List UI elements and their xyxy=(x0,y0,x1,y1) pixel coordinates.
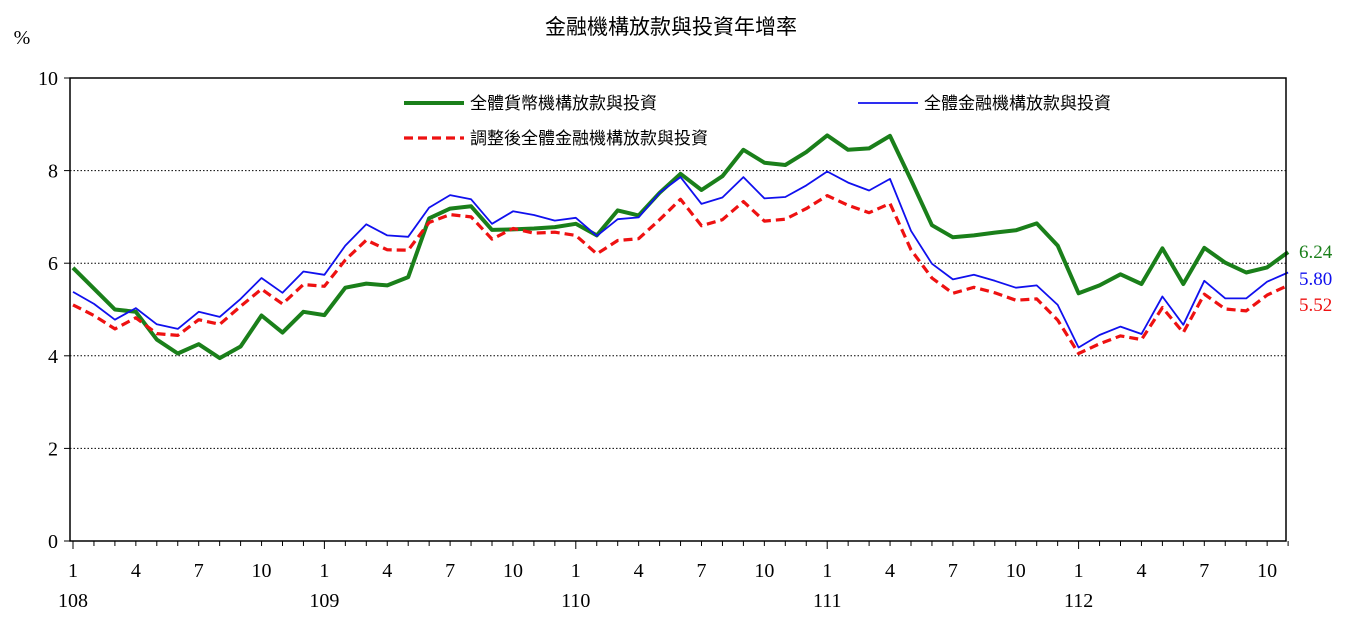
series-line-2 xyxy=(72,170,1289,349)
x-tick-label: 4 xyxy=(1136,560,1146,582)
series-line-1 xyxy=(71,133,1290,361)
x-tick-label: 1 xyxy=(1074,560,1084,582)
x-tick-label: 10 xyxy=(503,560,523,582)
x-year-label: 112 xyxy=(1064,590,1093,612)
x-tick-label: 4 xyxy=(885,560,895,582)
legend-label: 調整後全體金融機構放款與投資 xyxy=(470,129,708,148)
legend-label: 全體金融機構放款與投資 xyxy=(924,94,1111,113)
x-tick-label: 4 xyxy=(131,560,141,582)
x-tick-label: 4 xyxy=(382,560,392,582)
series-layer xyxy=(71,133,1290,361)
x-tick-label: 1 xyxy=(822,560,832,582)
y-tick-label: 4 xyxy=(48,346,58,368)
plot-area xyxy=(69,77,1287,542)
end-value-label: 5.80 xyxy=(1299,269,1332,290)
legend-label: 全體貨幣機構放款與投資 xyxy=(470,94,657,113)
y-tick-label: 8 xyxy=(48,161,58,183)
x-tick-label: 7 xyxy=(948,560,958,582)
x-tick-label: 1 xyxy=(319,560,329,582)
x-year-label: 108 xyxy=(58,590,88,612)
x-tick-label: 7 xyxy=(194,560,204,582)
x-tick-label: 10 xyxy=(1006,560,1026,582)
x-tick-label: 10 xyxy=(252,560,272,582)
x-tick-label: 10 xyxy=(754,560,774,582)
x-year-label: 110 xyxy=(561,590,590,612)
end-value-labels: 6.24 5.80 5.52 xyxy=(1299,242,1333,316)
gridlines xyxy=(70,170,1286,449)
x-year-label: 111 xyxy=(813,590,842,612)
end-value-label: 5.52 xyxy=(1299,295,1332,316)
y-tick-label: 2 xyxy=(48,438,58,460)
y-tick-label: 6 xyxy=(48,253,58,275)
y-tick-label: 10 xyxy=(38,68,58,90)
x-tick-label: 10 xyxy=(1257,560,1277,582)
x-tick-label: 7 xyxy=(445,560,455,582)
y-tick-label: 0 xyxy=(48,531,58,553)
x-tick-label: 1 xyxy=(68,560,78,582)
x-tick-label: 7 xyxy=(697,560,707,582)
x-tick-label: 4 xyxy=(634,560,644,582)
x-tick-label: 7 xyxy=(1199,560,1209,582)
x-axis: 1 4 7 10 1 4 7 10 1 4 7 10 1 4 7 10 1 4 7 10 108 109 110 111 112 xyxy=(58,541,1289,612)
y-axis-unit: % xyxy=(14,27,31,49)
end-value-label: 6.24 xyxy=(1299,242,1333,263)
y-axis: 0 2 4 6 8 10 xyxy=(38,68,70,553)
x-year-label: 109 xyxy=(309,590,339,612)
x-tick-label: 1 xyxy=(571,560,581,582)
series-line-3 xyxy=(72,194,1289,356)
chart-title: 金融機構放款與投資年增率 xyxy=(545,15,797,39)
